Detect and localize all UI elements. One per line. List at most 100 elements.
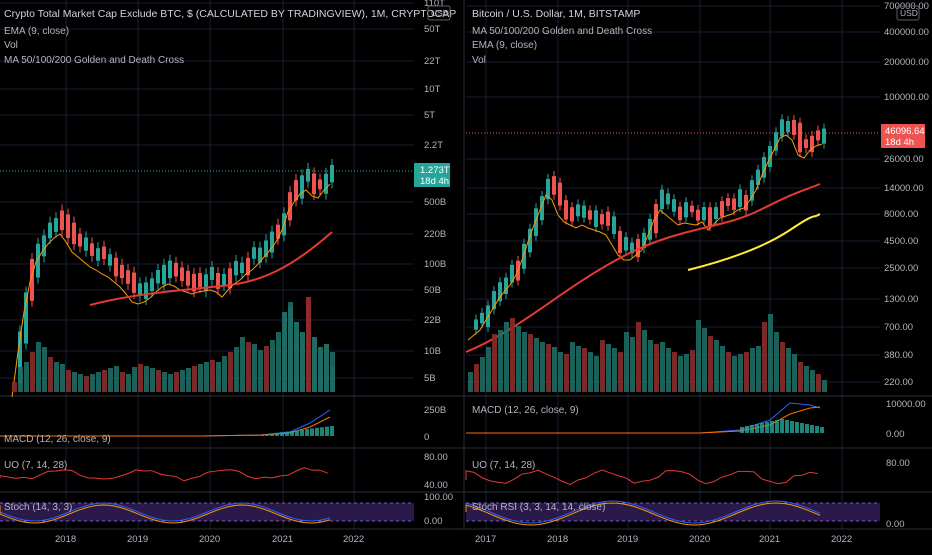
right-time-tick: 2020 bbox=[689, 534, 710, 545]
right-candle-body bbox=[798, 122, 802, 153]
right-macd-title[interactable]: MACD (12, 26, close, 9) bbox=[472, 405, 579, 416]
left-macd-hist bbox=[310, 428, 314, 436]
right-stoch-band bbox=[466, 503, 880, 521]
right-macd-tick-1: 0.00 bbox=[886, 429, 905, 440]
left-uo-title[interactable]: UO (7, 14, 28) bbox=[4, 460, 67, 471]
left-price-label-box bbox=[414, 163, 450, 187]
left-macd-hist bbox=[270, 433, 274, 436]
left-candle-body bbox=[192, 273, 196, 292]
right-volume-bar bbox=[510, 318, 515, 392]
right-candle-body bbox=[606, 211, 610, 226]
right-volume-bar bbox=[744, 352, 749, 392]
left-indicator-vol[interactable]: Vol bbox=[4, 40, 18, 51]
right-volume-bar bbox=[558, 352, 563, 392]
left-candle-body bbox=[24, 292, 28, 344]
time-axis[interactable]: 2018 2019 2020 2021 2022 2017 2018 2019 2020 2021… bbox=[55, 534, 852, 545]
left-candle-body bbox=[318, 179, 322, 190]
left-volume-bar bbox=[30, 352, 35, 392]
left-indicator-ema[interactable]: EMA (9, close) bbox=[4, 26, 69, 37]
right-candle-body bbox=[546, 178, 550, 200]
left-time-tick: 2020 bbox=[199, 534, 220, 545]
left-price-tick: 22B bbox=[424, 315, 441, 326]
left-volume-bar bbox=[228, 352, 233, 392]
right-candle-body bbox=[708, 207, 712, 227]
right-stoch-title[interactable]: Stoch RSI (3, 3, 14, 14, close) bbox=[472, 502, 605, 513]
right-volume-bar bbox=[618, 352, 623, 392]
left-price-tick: 50B bbox=[424, 285, 441, 296]
right-volume-bar bbox=[696, 320, 701, 392]
left-volume-bar bbox=[60, 364, 65, 392]
left-stoch-k bbox=[0, 502, 331, 522]
left-uo-line bbox=[0, 467, 329, 482]
right-volume-bar bbox=[672, 352, 677, 392]
right-indicator-ma[interactable]: MA 50/100/200 Golden and Death Cross bbox=[472, 26, 652, 37]
left-macd-hist bbox=[320, 427, 324, 436]
left-candle-body bbox=[324, 173, 328, 194]
left-candle-body bbox=[72, 222, 76, 245]
right-macd-hist bbox=[755, 424, 759, 433]
right-candle-body bbox=[618, 230, 622, 254]
left-indicator-ma[interactable]: MA 50/100/200 Golden and Death Cross bbox=[4, 55, 184, 66]
left-volume-bar bbox=[246, 342, 251, 392]
left-macd-hist bbox=[260, 434, 264, 436]
right-currency-badge[interactable] bbox=[896, 5, 920, 21]
right-uo-title[interactable]: UO (7, 14, 28) bbox=[472, 460, 535, 471]
right-macd-hist bbox=[790, 421, 794, 433]
left-candle-body bbox=[204, 274, 208, 292]
left-volume-bar bbox=[96, 372, 101, 392]
right-price-label: 46096.64 bbox=[885, 126, 925, 137]
left-candle-body bbox=[222, 273, 226, 286]
right-indicator-vol[interactable]: Vol bbox=[472, 55, 486, 66]
right-volume-bar bbox=[750, 348, 755, 392]
left-time-tick: 2022 bbox=[343, 534, 364, 545]
right-time-tick: 2018 bbox=[547, 534, 568, 545]
left-volume-bar-high bbox=[288, 307, 293, 392]
left-macd-title[interactable]: MACD (12, 26, close, 9) bbox=[4, 434, 111, 445]
left-volume-bar bbox=[72, 372, 77, 392]
right-volume-bar bbox=[582, 348, 587, 392]
left-price-tick: 220B bbox=[424, 229, 446, 240]
right-volume-bar bbox=[480, 357, 485, 392]
left-stoch-title[interactable]: Stoch (14, 3, 3) bbox=[4, 502, 72, 513]
left-candle-body bbox=[228, 268, 232, 289]
right-price-tick: 2500.00 bbox=[884, 263, 918, 274]
left-candle-body bbox=[156, 270, 160, 284]
left-stoch-d bbox=[0, 504, 331, 524]
right-price-tick: 400000.00 bbox=[884, 27, 929, 38]
left-time-tick: 2018 bbox=[55, 534, 76, 545]
right-candle-body bbox=[744, 194, 748, 211]
right-candle-body bbox=[750, 180, 754, 201]
left-volume-bar bbox=[24, 362, 29, 392]
left-candle-body bbox=[246, 257, 250, 276]
left-time-tick: 2019 bbox=[127, 534, 148, 545]
left-volume-bar bbox=[222, 356, 227, 392]
right-time-tick: 2022 bbox=[831, 534, 852, 545]
right-volume-bar bbox=[648, 340, 653, 392]
right-chart-title[interactable]: Bitcoin / U.S. Dollar, 1M, BITSTAMP bbox=[472, 8, 640, 20]
right-volume-bar bbox=[642, 330, 647, 392]
right-candle-body bbox=[498, 282, 502, 302]
left-uo-tick-1: 40.00 bbox=[424, 480, 448, 491]
right-macd-hist bbox=[745, 426, 749, 433]
left-volume-bar bbox=[258, 350, 263, 392]
right-price-tick: 1300.00 bbox=[884, 294, 918, 305]
left-candle-body bbox=[102, 246, 106, 259]
right-candle-body bbox=[804, 139, 808, 148]
left-chart-title[interactable]: Crypto Total Market Cap Exclude BTC, $ (… bbox=[4, 8, 456, 20]
right-candle-body bbox=[660, 189, 664, 210]
left-candle-body bbox=[126, 270, 130, 284]
left-price-tick: 5B bbox=[424, 373, 436, 384]
right-candle-body bbox=[480, 312, 484, 324]
left-price-label: 1.273T bbox=[420, 165, 450, 176]
right-indicator-ema[interactable]: EMA (9, close) bbox=[472, 40, 537, 51]
right-volume-bar bbox=[804, 366, 809, 392]
left-currency-badge[interactable] bbox=[427, 5, 451, 21]
left-price-axis[interactable]: 110T 50T 22T 10T 5T 2.2T 500B 220B 100B 50B 22B 10B… bbox=[424, 0, 446, 384]
right-candle-body bbox=[504, 277, 508, 295]
right-price-tick: 100000.00 bbox=[884, 92, 929, 103]
right-price-tick: 8000.00 bbox=[884, 209, 918, 220]
right-candle-body bbox=[720, 201, 724, 217]
right-volume-bar bbox=[798, 362, 803, 392]
